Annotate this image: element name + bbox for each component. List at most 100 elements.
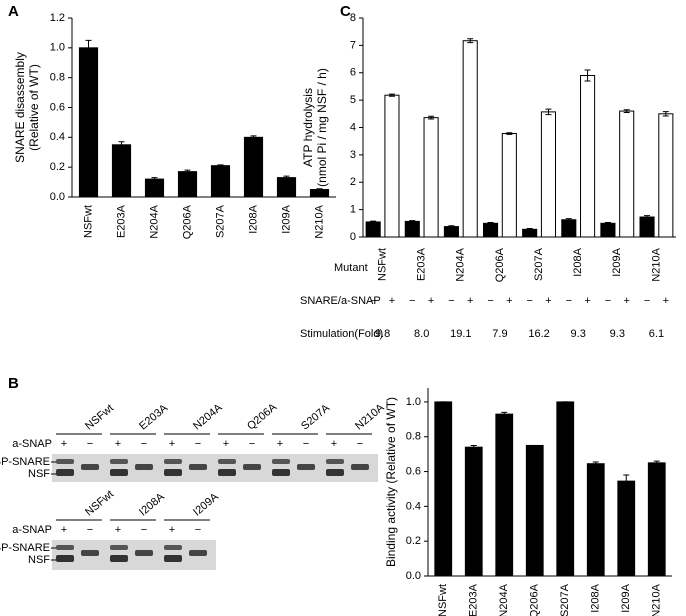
bar	[540, 111, 556, 238]
band	[110, 459, 128, 464]
treatment-sign: +	[623, 295, 629, 307]
x-tick-label: NSFwt	[82, 205, 94, 238]
y-tick-label: 0.4	[50, 131, 65, 143]
bar	[600, 222, 616, 238]
treatment-sign: +	[467, 295, 473, 307]
bar	[483, 222, 499, 238]
band	[164, 459, 182, 464]
error-bar	[644, 215, 651, 219]
treatment-sign: +	[389, 295, 395, 307]
y-tick-label: 1.0	[406, 396, 421, 408]
sign: +	[115, 524, 121, 536]
treatment-sign: −	[409, 295, 415, 307]
sample-label: Q206A	[245, 401, 279, 433]
y-tick-label: 0.0	[406, 570, 421, 582]
error-bar	[487, 221, 494, 225]
y-axis-label: SNARE disassembly	[13, 52, 27, 163]
sample-label: S207A	[299, 402, 333, 433]
row-label: a-SNAP	[12, 438, 52, 450]
y-tick-label: 3	[350, 149, 356, 161]
band	[164, 469, 182, 476]
sign: +	[223, 438, 229, 450]
y-tick-label: 0.8	[50, 72, 65, 84]
sign: +	[169, 438, 175, 450]
band-label: MBP-SNARE	[0, 456, 50, 468]
error-bar	[283, 175, 290, 180]
y-axis-label: ATP hydrolysis	[301, 88, 315, 167]
error-bar	[623, 474, 630, 488]
x-tick-label: N204A	[498, 583, 510, 616]
error-bar	[217, 164, 224, 167]
x-tick-label: S207A	[533, 247, 545, 281]
treatment-sign: −	[644, 295, 650, 307]
sample-label: N210A	[353, 401, 387, 432]
x-tick-label: E203A	[468, 583, 480, 616]
y-tick-label: 0.8	[406, 431, 421, 443]
y-tick-label: 7	[350, 39, 356, 51]
row-label: Mutant	[334, 262, 368, 274]
x-tick-label: N210A	[650, 247, 662, 281]
band	[56, 555, 74, 562]
row-label: Stimulation(Fold)	[300, 328, 383, 340]
error-bar	[370, 220, 377, 224]
x-tick-label: NSFwt	[437, 584, 449, 616]
bar	[78, 47, 99, 198]
x-tick-label: Q206A	[181, 204, 193, 239]
sample-label: I208A	[137, 490, 167, 518]
band	[135, 464, 153, 470]
y-tick-label: 1	[350, 204, 356, 216]
x-tick-label: E203A	[115, 204, 127, 238]
sign: −	[195, 524, 201, 536]
bar	[243, 136, 264, 198]
y-tick-label: 0.2	[406, 535, 421, 547]
band	[218, 469, 236, 476]
error-bar	[501, 411, 508, 417]
sample-label: N204A	[191, 401, 225, 432]
stimulation-value: 19.1	[450, 328, 471, 340]
x-tick-label: Q206A	[494, 247, 506, 282]
band	[81, 464, 99, 470]
bar	[619, 110, 635, 238]
band	[81, 550, 99, 556]
sign: −	[141, 524, 147, 536]
sign: −	[303, 438, 309, 450]
error-bar	[85, 39, 92, 56]
band	[189, 550, 207, 556]
error-bar	[526, 228, 533, 231]
sign: −	[87, 438, 93, 450]
y-tick-label: 0.6	[406, 465, 421, 477]
error-bar	[604, 221, 611, 225]
sign: +	[277, 438, 283, 450]
row-label: SNARE/a-SNAP	[300, 295, 381, 307]
band	[218, 459, 236, 464]
bar	[177, 171, 198, 198]
y-tick-label: 0.0	[50, 191, 65, 203]
band-label: NSF	[28, 468, 50, 480]
error-bar	[623, 109, 630, 113]
band-label: MBP-SNARE	[0, 542, 50, 554]
error-bar	[250, 135, 257, 140]
stimulation-value: 6.1	[649, 328, 664, 340]
x-tick-label: S207A	[559, 583, 571, 616]
x-tick-label: I209A	[280, 204, 292, 233]
y-tick-label: 0	[350, 231, 356, 243]
y-tick-label: 0.6	[50, 101, 65, 113]
error-bar	[184, 169, 191, 174]
error-bar	[467, 38, 474, 44]
treatment-sign: +	[428, 295, 434, 307]
bar	[639, 216, 655, 238]
error-bar	[470, 444, 477, 450]
x-tick-label: E203A	[416, 247, 428, 281]
y-axis-label: (nmol Pi / mg NSF / h)	[315, 68, 329, 187]
y-tick-label: 1.2	[50, 12, 65, 24]
panel-letter: C	[340, 3, 351, 20]
bar	[495, 413, 514, 577]
bar	[561, 219, 577, 238]
treatment-sign: −	[605, 295, 611, 307]
y-tick-label: 8	[350, 12, 356, 24]
x-tick-label: NSFwt	[376, 248, 388, 281]
bar	[423, 117, 439, 238]
error-bar	[584, 69, 591, 82]
error-bar	[653, 460, 660, 466]
bar	[443, 226, 459, 238]
